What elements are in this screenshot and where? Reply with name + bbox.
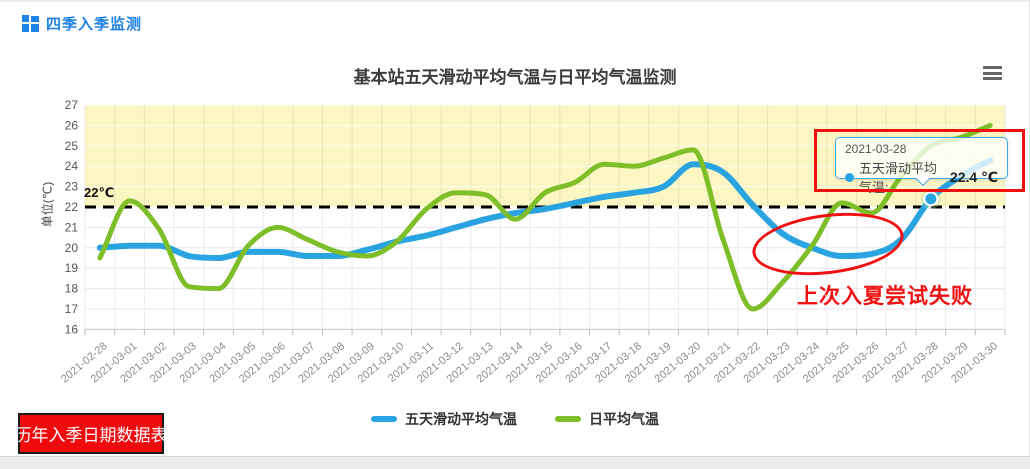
legend-item-daily-average[interactable]: 日平均气温 (555, 409, 659, 429)
section-header: 四季入季监测 (22, 13, 142, 34)
y-tick-label: 21 (65, 220, 79, 234)
daily-average-line (97, 122, 993, 312)
chart-title: 基本站五天滑动平均气温与日平均气温监测 (353, 68, 677, 87)
legend-label: 日平均气温 (589, 411, 659, 427)
highlight-point (925, 193, 937, 205)
season-entry-data-table-button[interactable]: 历年入季日期数据表 (15, 413, 168, 454)
y-tick-label: 17 (65, 302, 79, 316)
moving-average-line (96, 157, 994, 261)
y-tick-label: 26 (65, 118, 79, 132)
tooltip-series-dot-icon (845, 172, 854, 182)
legend-item-moving-average[interactable]: 五天滑动平均气温 (371, 409, 517, 429)
y-axis-unit-label: 单位(℃) (40, 181, 55, 228)
y-tick-label: 20 (65, 241, 79, 255)
tooltip-series-label: 五天滑动平均气温: (859, 161, 938, 195)
temperature-chart: 1617181920212223242526272021-02-282021-0… (59, 98, 1006, 385)
bottom-divider (0, 456, 1030, 469)
y-tick-label: 18 (65, 282, 79, 296)
chart-tooltip: 2021-03-28 五天滑动平均气温: 22.4 ℃ (835, 137, 1008, 195)
grid-icon (22, 15, 39, 32)
y-tick-label: 23 (65, 180, 79, 194)
y-tick-label: 19 (65, 261, 79, 275)
y-tick-label: 25 (65, 139, 79, 153)
top-divider (0, 0, 1030, 2)
tooltip-date: 2021-03-28 (845, 142, 907, 156)
section-title: 四季入季监测 (46, 16, 143, 33)
y-tick-label: 22 (65, 200, 79, 214)
chart-legend: 五天滑动平均气温 日平均气温 (0, 409, 1030, 429)
legend-label: 五天滑动平均气温 (405, 411, 517, 427)
failed-attempt-text: 上次入夏尝试失败 (797, 285, 973, 308)
tooltip-value: 22.4 ℃ (949, 168, 998, 185)
y-tick-label: 16 (65, 322, 79, 336)
chart-menu-icon[interactable] (983, 66, 1002, 82)
legend-marker-blue-line-icon (371, 416, 397, 422)
legend-marker-green-line-icon (555, 416, 581, 422)
threshold-label: 22℃ (84, 185, 115, 200)
y-tick-label: 27 (65, 98, 79, 112)
y-tick-label: 24 (65, 159, 79, 173)
